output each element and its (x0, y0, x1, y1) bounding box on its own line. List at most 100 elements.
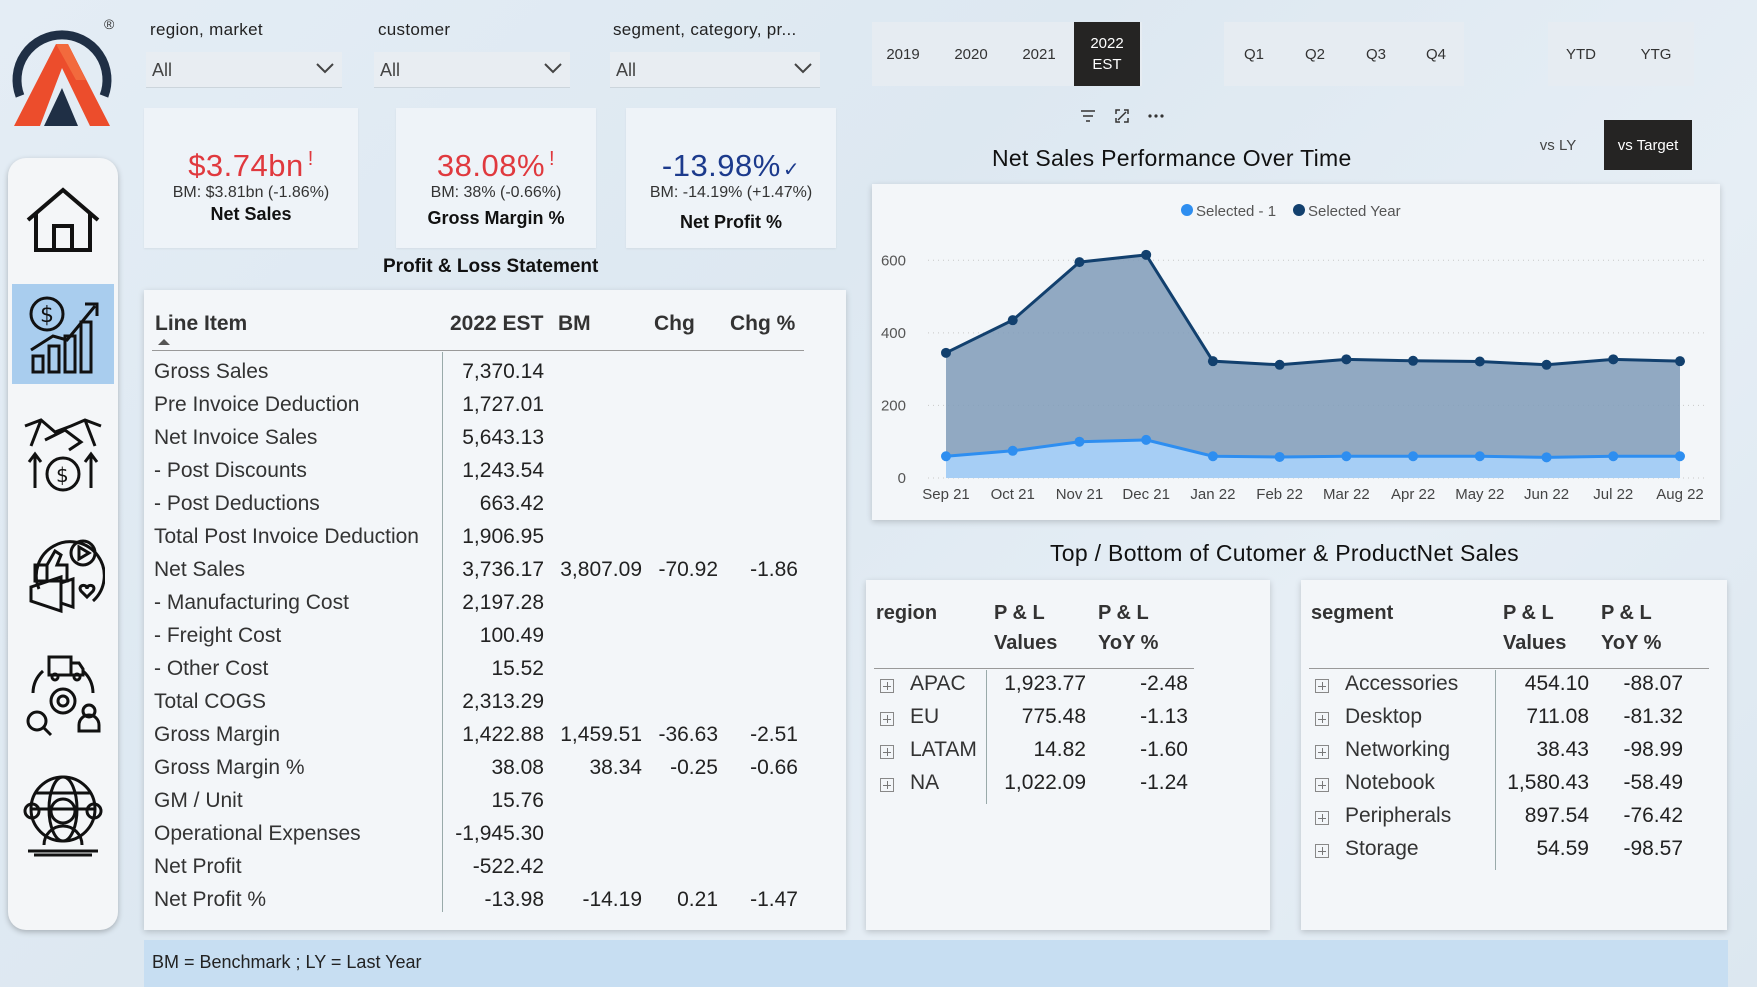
data-point[interactable] (1207, 356, 1218, 367)
data-point[interactable] (941, 347, 951, 358)
data-point[interactable] (1007, 445, 1018, 456)
year-2019-button[interactable]: 2019 (886, 45, 920, 63)
pl-row[interactable]: Net Sales 3,736.17 3,807.09 -70.92 -1.86 (144, 558, 846, 591)
pl-header-est[interactable]: 2022 EST (450, 312, 544, 335)
pl-row[interactable]: Gross Margin % 38.08 38.34 -0.25 -0.66 (144, 756, 846, 789)
pl-row[interactable]: Pre Invoice Deduction 1,727.01 (144, 393, 846, 426)
data-point[interactable] (1274, 451, 1285, 462)
pl-row[interactable]: Net Profit % -13.98 -14.19 0.21 -1.47 (144, 888, 846, 921)
segment-row[interactable]: Notebook 1,580.43 -58.49 (1301, 771, 1727, 804)
pl-header-chg-pct[interactable]: Chg % (730, 312, 796, 335)
expand-icon[interactable] (880, 778, 894, 792)
data-point[interactable] (1608, 451, 1619, 462)
data-point[interactable] (1408, 451, 1419, 462)
data-point[interactable] (1141, 249, 1152, 260)
data-point[interactable] (1675, 451, 1685, 462)
data-point[interactable] (1341, 354, 1352, 365)
pl-row[interactable]: Total Post Invoice Deduction 1,906.95 (144, 525, 846, 558)
nav-marketing[interactable] (12, 524, 114, 624)
slicer-segment-dropdown[interactable]: All (610, 52, 820, 88)
nav-supply-chain[interactable] (12, 644, 114, 744)
kpi-net-profit[interactable]: -13.98% ✓ BM: -14.19% (+1.47%) Net Profit… (626, 108, 836, 248)
quarter-q4-button[interactable]: Q4 (1425, 45, 1446, 63)
segment-row[interactable]: Storage 54.59 -98.57 (1301, 837, 1727, 870)
data-point[interactable] (1474, 356, 1485, 367)
quarter-q3-button[interactable]: Q3 (1365, 45, 1386, 63)
pl-header-bm[interactable]: BM (558, 312, 591, 335)
data-point[interactable] (941, 451, 951, 462)
region-header[interactable]: region (876, 602, 938, 624)
pl-row[interactable]: - Post Discounts 1,243.54 (144, 459, 846, 492)
year-2022-est-button[interactable]: 2022 EST (1074, 22, 1140, 86)
data-point[interactable] (1408, 355, 1419, 366)
kpi-net-sales[interactable]: $3.74bn! BM: $3.81bn (-1.86%) Net Sales (144, 108, 358, 248)
data-point[interactable] (1207, 451, 1218, 462)
ytd-button[interactable]: YTD (1566, 45, 1596, 63)
pl-row[interactable]: - Manufacturing Cost 2,197.28 (144, 591, 846, 624)
nav-finance[interactable]: $ (12, 284, 114, 384)
segment-values-header[interactable]: P & L Values (1503, 598, 1566, 658)
pl-row[interactable]: - Other Cost 15.52 (144, 657, 846, 690)
region-yoy-header[interactable]: P & L YoY % (1098, 598, 1158, 658)
quarter-q2-button[interactable]: Q2 (1304, 45, 1325, 63)
pl-row[interactable]: - Freight Cost 100.49 (144, 624, 846, 657)
pl-row[interactable]: Gross Sales 7,370.14 (144, 360, 846, 393)
region-row[interactable]: APAC 1,923.77 -2.48 (866, 672, 1270, 705)
data-point[interactable] (1074, 257, 1085, 268)
data-point[interactable] (1541, 359, 1552, 370)
region-row[interactable]: NA 1,022.09 -1.24 (866, 771, 1270, 804)
pl-row[interactable]: Gross Margin 1,422.88 1,459.51 -36.63 -2.51 (144, 723, 846, 756)
data-point[interactable] (1341, 451, 1352, 462)
segment-row[interactable]: Networking 38.43 -98.99 (1301, 738, 1727, 771)
pl-header-chg[interactable]: Chg (654, 312, 695, 335)
data-point[interactable] (1675, 356, 1685, 367)
segment-yoy-header[interactable]: P & L YoY % (1601, 598, 1661, 658)
region-row[interactable]: LATAM 14.82 -1.60 (866, 738, 1270, 771)
data-point[interactable] (1474, 451, 1485, 462)
pl-header-line-item[interactable]: Line Item (155, 312, 248, 335)
vs-target-button[interactable]: vs Target (1604, 120, 1692, 170)
expand-icon[interactable] (880, 712, 894, 726)
expand-icon[interactable] (880, 745, 894, 759)
data-point[interactable] (1274, 359, 1285, 370)
year-2020-button[interactable]: 2020 (954, 45, 988, 63)
nav-executive[interactable] (12, 764, 114, 864)
segment-header[interactable]: segment (1311, 602, 1394, 624)
pl-row[interactable]: - Post Deductions 663.42 (144, 492, 846, 525)
region-values-header[interactable]: P & L Values (994, 598, 1057, 658)
expand-icon[interactable] (880, 679, 894, 693)
kpi-gross-margin[interactable]: 38.08%! BM: 38% (-0.66%) Gross Margin % (396, 108, 596, 248)
region-row[interactable]: EU 775.48 -1.13 (866, 705, 1270, 738)
pl-row[interactable]: Operational Expenses -1,945.30 (144, 822, 846, 855)
expand-icon[interactable] (1315, 844, 1329, 858)
pl-row[interactable]: GM / Unit 15.76 (144, 789, 846, 822)
pl-row[interactable]: Total COGS 2,313.29 (144, 690, 846, 723)
nav-home[interactable] (12, 170, 114, 270)
slicer-region-dropdown[interactable]: All (146, 52, 342, 88)
segment-row[interactable]: Desktop 711.08 -81.32 (1301, 705, 1727, 738)
vs-ly-button[interactable]: vs LY (1539, 136, 1577, 154)
ytg-button[interactable]: YTG (1640, 45, 1672, 63)
data-point[interactable] (1141, 434, 1152, 445)
year-2021-button[interactable]: 2021 (1022, 45, 1056, 63)
segment-row[interactable]: Peripherals 897.54 -76.42 (1301, 804, 1727, 837)
focus-mode-icon[interactable] (1108, 102, 1136, 130)
nav-sales[interactable]: $ (12, 404, 114, 504)
more-options-icon[interactable] (1142, 102, 1170, 130)
expand-icon[interactable] (1315, 745, 1329, 759)
expand-icon[interactable] (1315, 712, 1329, 726)
data-point[interactable] (1074, 436, 1085, 447)
data-point[interactable] (1541, 452, 1552, 463)
segment-row[interactable]: Accessories 454.10 -88.07 (1301, 672, 1727, 705)
quarter-q1-button[interactable]: Q1 (1243, 45, 1264, 63)
data-point[interactable] (1608, 354, 1619, 365)
expand-icon[interactable] (1315, 811, 1329, 825)
expand-icon[interactable] (1315, 778, 1329, 792)
filter-icon[interactable] (1074, 102, 1102, 130)
pl-row[interactable]: Net Invoice Sales 5,643.13 (144, 426, 846, 459)
expand-icon[interactable] (1315, 679, 1329, 693)
data-point[interactable] (1007, 315, 1018, 326)
slicer-customer-dropdown[interactable]: All (374, 52, 570, 88)
sort-up-icon[interactable] (157, 338, 171, 346)
pl-row[interactable]: Net Profit -522.42 (144, 855, 846, 888)
